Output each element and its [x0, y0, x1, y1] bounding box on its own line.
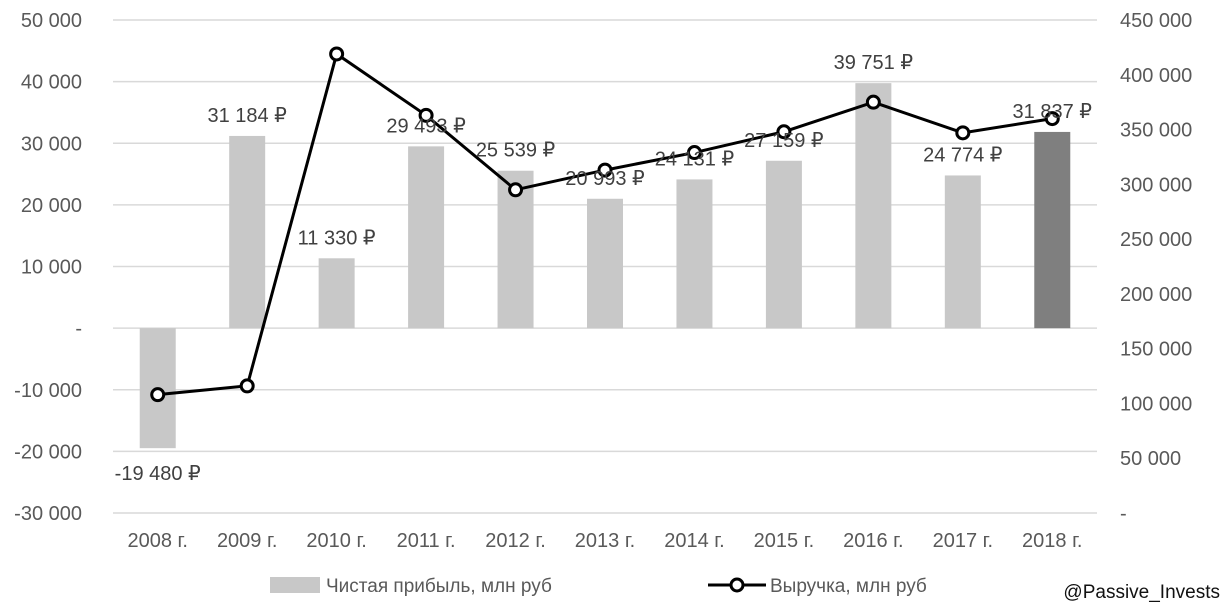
category-label: 2014 г. — [664, 530, 724, 552]
category-label: 2010 г. — [306, 530, 366, 552]
profit-bar — [1034, 131, 1071, 329]
left-axis-tick-label: -10 000 — [14, 380, 82, 402]
profit-bar — [587, 198, 623, 329]
right-axis-tick-label: 100 000 — [1120, 393, 1192, 415]
revenue-line — [150, 46, 1060, 403]
bar-data-label: 29 493 ₽ — [386, 115, 466, 137]
left-axis-tick-label: - — [75, 318, 82, 340]
category-label: 2015 г. — [754, 530, 814, 552]
profit-bar — [944, 175, 981, 329]
revenue-marker — [955, 125, 971, 141]
profit-bar — [229, 135, 266, 329]
bar-data-label: 24 131 ₽ — [655, 148, 735, 170]
profit-bar — [855, 83, 892, 329]
left-axis-tick-label: 20 000 — [21, 195, 82, 217]
bar-data-label: 31 837 ₽ — [1013, 101, 1093, 123]
right-axis-tick-label: 50 000 — [1120, 448, 1181, 470]
left-axis-ticks: 50 000 40 000 30 000 20 000 10 000 - -10 000 -2… — [14, 10, 82, 525]
revenue-marker — [776, 124, 792, 140]
revenue-marker — [329, 46, 345, 62]
category-label: 2017 г. — [933, 530, 993, 552]
bar-data-label: -19 480 ₽ — [115, 463, 201, 485]
legend: Чистая прибыль, млн руб Выручка, млн руб — [270, 576, 927, 597]
right-axis-tick-label: 350 000 — [1120, 120, 1192, 142]
revenue-marker — [1044, 111, 1060, 127]
bar-data-label: 20 993 ₽ — [565, 168, 645, 190]
bar-data-label: 39 751 ₽ — [834, 52, 914, 74]
right-axis-tick-label: 400 000 — [1120, 65, 1192, 87]
bar-data-label: 27 159 ₽ — [744, 130, 824, 152]
right-axis-tick-label: 200 000 — [1120, 284, 1192, 306]
bar-data-label: 24 774 ₽ — [923, 144, 1003, 166]
bar-data-labels: -19 480 ₽ 31 184 ₽ 11 330 ₽ 29 493 ₽ 25 539 … — [115, 52, 1093, 485]
category-label: 2009 г. — [217, 530, 277, 552]
profit-bar — [318, 258, 355, 329]
right-axis-tick-label: 250 000 — [1120, 229, 1192, 251]
revenue-marker — [597, 162, 613, 178]
bar-data-label: 11 330 ₽ — [298, 227, 376, 249]
right-axis-tick-label: 450 000 — [1120, 10, 1192, 32]
left-axis-tick-label: 50 000 — [21, 10, 82, 32]
revenue-marker — [508, 182, 524, 198]
category-label: 2011 г. — [397, 530, 456, 552]
legend-label-revenue: Выручка, млн руб — [770, 576, 927, 597]
watermark: @Passive_Invests — [1063, 582, 1220, 603]
legend-label-profit: Чистая прибыль, млн руб — [326, 576, 552, 597]
right-axis-ticks: 450 000 400 000 350 000 300 000 250 000 200 0… — [1120, 10, 1192, 525]
right-axis-tick-label: 300 000 — [1120, 174, 1192, 196]
revenue-marker — [865, 94, 881, 110]
revenue-marker — [418, 107, 434, 123]
profit-bars — [139, 83, 1071, 449]
category-label: 2016 г. — [843, 530, 903, 552]
right-axis-tick-label: 150 000 — [1120, 339, 1192, 361]
left-axis-tick-label: 30 000 — [21, 133, 82, 155]
category-label: 2008 г. — [127, 530, 187, 552]
category-label: 2013 г. — [575, 530, 635, 552]
profit-bar — [676, 179, 713, 329]
profit-bar — [765, 160, 802, 329]
profit-bar — [408, 146, 445, 329]
left-axis-tick-label: 40 000 — [21, 72, 82, 94]
bar-data-label: 31 184 ₽ — [207, 105, 287, 127]
revenue-marker — [239, 378, 255, 394]
legend-swatch-profit — [270, 577, 320, 593]
right-axis-tick-label: - — [1120, 503, 1127, 525]
category-label: 2012 г. — [485, 530, 545, 552]
category-axis-labels: 2008 г. 2009 г. 2010 г. 2011 г. 2012 г. 2013 … — [127, 530, 1082, 552]
legend-swatch-revenue-marker — [729, 577, 745, 593]
revenue-marker — [686, 145, 702, 161]
left-axis-tick-label: -20 000 — [14, 441, 82, 463]
category-label: 2018 г. — [1022, 530, 1082, 552]
left-axis-tick-label: 10 000 — [21, 257, 82, 279]
revenue-marker — [150, 387, 166, 403]
bar-data-label: 25 539 ₽ — [476, 140, 556, 162]
left-axis-tick-label: -30 000 — [14, 503, 82, 525]
